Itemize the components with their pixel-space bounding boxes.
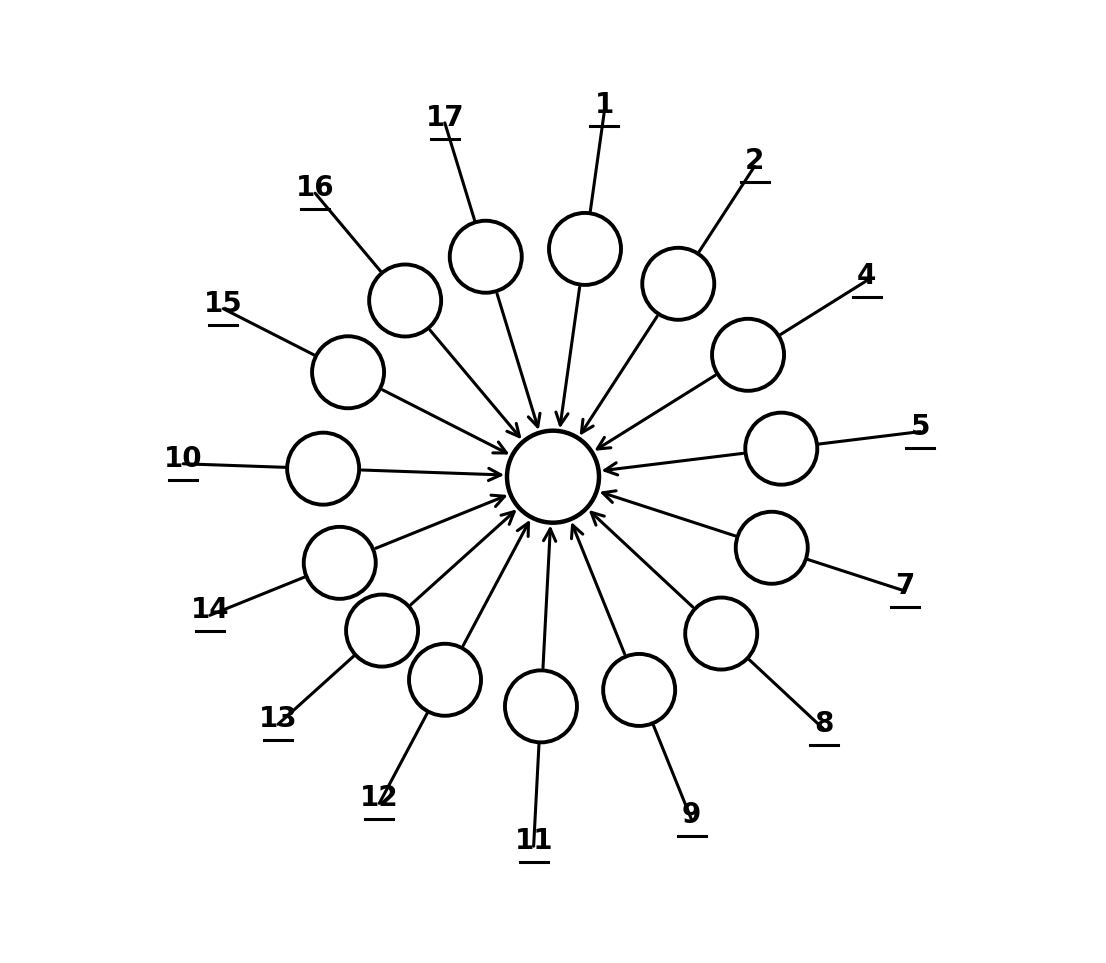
Circle shape (312, 336, 384, 408)
Circle shape (369, 265, 441, 336)
Circle shape (450, 221, 522, 293)
Text: 5: 5 (910, 412, 930, 441)
Text: 12: 12 (359, 785, 398, 813)
Circle shape (603, 654, 675, 726)
Circle shape (346, 594, 418, 666)
Text: 14: 14 (190, 596, 229, 624)
Text: 4: 4 (857, 262, 876, 290)
Text: 16: 16 (296, 174, 334, 202)
Text: 15: 15 (204, 290, 242, 318)
Text: 13: 13 (259, 705, 298, 733)
Text: 1: 1 (595, 91, 614, 119)
Circle shape (712, 319, 784, 391)
Circle shape (745, 413, 817, 484)
Text: 7: 7 (895, 572, 915, 600)
Circle shape (549, 213, 620, 285)
Circle shape (409, 643, 481, 716)
Circle shape (288, 432, 359, 505)
Text: 2: 2 (744, 147, 764, 175)
Text: 8: 8 (814, 710, 833, 738)
Text: 10: 10 (164, 445, 202, 473)
Circle shape (304, 527, 376, 599)
Circle shape (505, 670, 577, 742)
Text: 11: 11 (514, 827, 553, 855)
Circle shape (686, 598, 758, 669)
Text: 17: 17 (426, 104, 465, 132)
Circle shape (735, 511, 807, 584)
Circle shape (507, 430, 599, 523)
Text: 9: 9 (682, 801, 701, 829)
Circle shape (643, 247, 714, 320)
